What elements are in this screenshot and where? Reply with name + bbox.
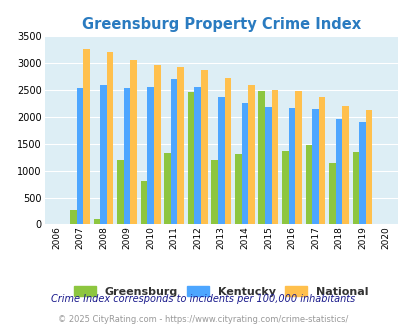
- Bar: [247, 85, 254, 224]
- Bar: [141, 182, 147, 224]
- Bar: [305, 146, 311, 224]
- Bar: [271, 89, 277, 224]
- Bar: [335, 119, 341, 224]
- Bar: [117, 160, 124, 224]
- Bar: [294, 90, 301, 224]
- Bar: [264, 107, 271, 224]
- Bar: [153, 65, 160, 224]
- Bar: [194, 87, 200, 224]
- Legend: Greensburg, Kentucky, National: Greensburg, Kentucky, National: [74, 286, 368, 297]
- Title: Greensburg Property Crime Index: Greensburg Property Crime Index: [81, 17, 360, 32]
- Bar: [234, 154, 241, 224]
- Bar: [164, 153, 171, 224]
- Bar: [217, 97, 224, 224]
- Bar: [124, 88, 130, 224]
- Bar: [147, 87, 153, 224]
- Bar: [328, 163, 335, 224]
- Bar: [94, 219, 100, 224]
- Bar: [224, 78, 230, 224]
- Bar: [70, 210, 77, 224]
- Bar: [171, 79, 177, 224]
- Bar: [311, 109, 318, 224]
- Bar: [318, 97, 324, 224]
- Bar: [211, 160, 217, 224]
- Bar: [200, 70, 207, 224]
- Bar: [107, 52, 113, 224]
- Bar: [258, 90, 264, 224]
- Bar: [241, 104, 247, 224]
- Bar: [365, 111, 371, 224]
- Bar: [77, 88, 83, 224]
- Bar: [352, 152, 358, 224]
- Bar: [100, 85, 107, 224]
- Bar: [83, 49, 90, 224]
- Bar: [281, 151, 288, 224]
- Bar: [358, 122, 365, 224]
- Text: Crime Index corresponds to incidents per 100,000 inhabitants: Crime Index corresponds to incidents per…: [51, 294, 354, 304]
- Bar: [188, 92, 194, 224]
- Bar: [341, 106, 348, 224]
- Bar: [130, 60, 136, 224]
- Bar: [288, 108, 294, 224]
- Bar: [177, 67, 183, 224]
- Text: © 2025 CityRating.com - https://www.cityrating.com/crime-statistics/: © 2025 CityRating.com - https://www.city…: [58, 315, 347, 324]
